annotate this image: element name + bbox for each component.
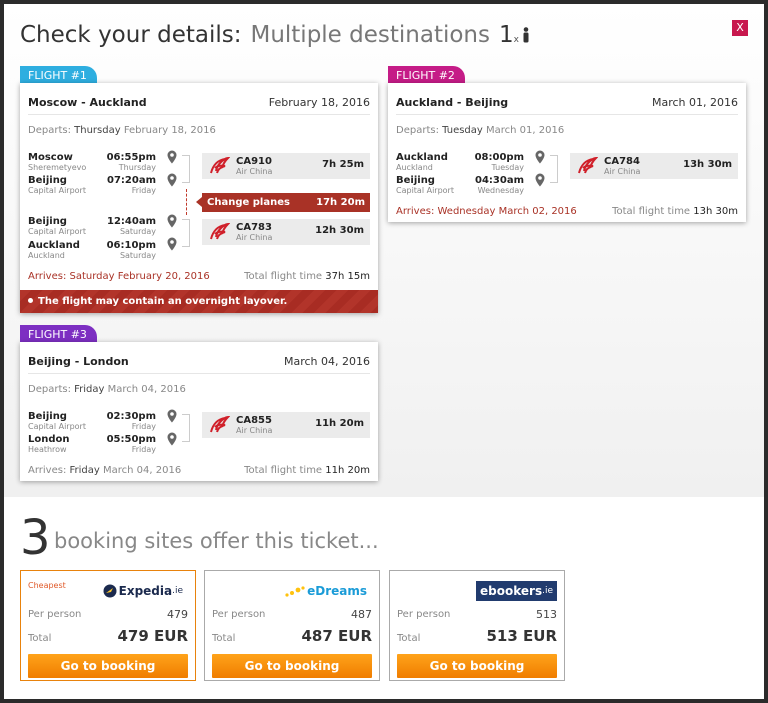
- air-china-logo-icon: [210, 156, 230, 174]
- flight-1-total-time: Total flight time 37h 15m: [244, 271, 370, 282]
- flight-1-header: Moscow - Auckland February 18, 2016: [28, 91, 370, 115]
- airline-name: Air China: [604, 167, 641, 176]
- booking-site-count: 3: [20, 510, 51, 566]
- flight-3-arrives: Arrives: Friday March 04, 2016: [28, 465, 182, 476]
- flight-number: CA855: [236, 415, 272, 426]
- edreams-logo: eDreams: [285, 581, 367, 601]
- edreams-dots-icon: [285, 586, 305, 597]
- cheapest-tag: Cheapest: [28, 581, 66, 590]
- location-pin-icon: [167, 173, 177, 187]
- flight-2-route: Auckland - Beijing: [396, 96, 509, 109]
- flight-2-tab: FLIGHT #2: [388, 66, 465, 85]
- location-pin-icon: [167, 150, 177, 164]
- flight-3-date: March 04, 2016: [283, 355, 370, 368]
- location-pin-icon: [535, 150, 545, 164]
- booking-option-expedia: Cheapest Expedia .ie Per person 479 Total…: [20, 570, 196, 681]
- total-label: Total: [28, 633, 52, 644]
- flight-3-route: Beijing - London: [28, 355, 129, 368]
- passenger-count: 1: [499, 22, 514, 48]
- trip-type: Multiple destinations: [250, 22, 490, 48]
- leg-connector: [182, 219, 190, 247]
- flight-2-card: Auckland - Beijing March 01, 2016 Depart…: [388, 83, 746, 222]
- ebookers-logo: ebookers .ie: [476, 581, 557, 601]
- total-label: Total: [397, 633, 421, 644]
- per-person-price: 479: [167, 608, 188, 621]
- flight-number: CA783: [236, 222, 272, 233]
- passenger-multiplier: x: [513, 35, 519, 45]
- flight-1-departs: Departs: Thursday February 18, 2016: [28, 125, 216, 136]
- layover-line: [186, 189, 187, 215]
- flight-3-total-time: Total flight time 11h 20m: [244, 465, 370, 476]
- airline-name: Air China: [236, 167, 273, 176]
- leg-duration: 11h 20m: [315, 418, 364, 429]
- location-pin-icon: [535, 173, 545, 187]
- booking-headline: booking sites offer this ticket...: [54, 529, 379, 553]
- flight-3-card: Beijing - London March 04, 2016 Departs:…: [20, 342, 378, 481]
- flight-1-departs-day: Thursday: [74, 125, 121, 136]
- leg-duration: 13h 30m: [683, 159, 732, 170]
- overnight-layover-warning: The flight may contain an overnight layo…: [20, 290, 378, 313]
- flight-number: CA784: [604, 156, 640, 167]
- per-person-label: Per person: [28, 609, 82, 620]
- per-person-price: 513: [536, 608, 557, 621]
- total-price: 487 EUR: [301, 627, 372, 645]
- per-person-label: Per person: [397, 609, 451, 620]
- flight-3-departs: Departs: Friday March 04, 2016: [28, 384, 186, 395]
- flight-2-header: Auckland - Beijing March 01, 2016: [396, 91, 738, 115]
- flight-3-header: Beijing - London March 04, 2016: [28, 350, 370, 374]
- page-header: Check your details: Multiple destination…: [20, 22, 531, 48]
- booking-option-edreams: eDreams Per person 487 Total 487 EUR Go …: [204, 570, 380, 681]
- total-price: 513 EUR: [486, 627, 557, 645]
- flight-2-segment: CA784 Air China 13h 30m: [570, 153, 738, 179]
- flight-2-departs: Departs: Tuesday March 01, 2016: [396, 125, 565, 136]
- flight-1-date: February 18, 2016: [268, 96, 370, 109]
- air-china-logo-icon: [210, 415, 230, 433]
- flight-3-tab: FLIGHT #3: [20, 325, 97, 344]
- flight-1-card: Moscow - Auckland February 18, 2016 Depa…: [20, 83, 378, 313]
- flight-1-leg-1-segment: CA910 Air China 7h 25m: [202, 153, 370, 179]
- flight-1-leg-2-segment: CA783 Air China 12h 30m: [202, 219, 370, 245]
- leg-connector: [550, 155, 558, 183]
- leg-connector: [182, 155, 190, 183]
- flight-2-date: March 01, 2016: [651, 96, 738, 109]
- flight-number: CA910: [236, 156, 272, 167]
- flight-1-arrives: Arrives: Saturday February 20, 2016: [28, 271, 210, 282]
- close-button[interactable]: X: [732, 20, 748, 36]
- go-to-booking-button[interactable]: Go to booking: [212, 654, 372, 678]
- air-china-logo-icon: [210, 222, 230, 240]
- flight-2-arrives: Arrives: Wednesday March 02, 2016: [396, 206, 577, 217]
- booking-option-ebookers: ebookers .ie Per person 513 Total 513 EUR…: [389, 570, 565, 681]
- change-planes-banner: Change planes 17h 20m: [196, 193, 370, 212]
- location-pin-icon: [167, 237, 177, 251]
- leg-duration: 7h 25m: [322, 159, 364, 170]
- total-label: Total: [212, 633, 236, 644]
- location-pin-icon: [167, 432, 177, 446]
- flight-2-total-time: Total flight time 13h 30m: [612, 206, 738, 217]
- page-title: Check your details:: [20, 22, 242, 48]
- air-china-logo-icon: [578, 156, 598, 174]
- flight-1-tab: FLIGHT #1: [20, 66, 97, 85]
- flight-1-route: Moscow - Auckland: [28, 96, 147, 109]
- location-pin-icon: [167, 214, 177, 228]
- airline-name: Air China: [236, 233, 273, 242]
- leg-duration: 12h 30m: [315, 225, 364, 236]
- per-person-label: Per person: [212, 609, 266, 620]
- flight-3-segment: CA855 Air China 11h 20m: [202, 412, 370, 438]
- booking-details-modal: Check your details: Multiple destination…: [4, 4, 764, 699]
- location-pin-icon: [167, 409, 177, 423]
- alert-dot-icon: [28, 298, 33, 303]
- go-to-booking-button[interactable]: Go to booking: [397, 654, 557, 678]
- airline-name: Air China: [236, 426, 273, 435]
- total-price: 479 EUR: [117, 627, 188, 645]
- expedia-globe-icon: [103, 584, 117, 598]
- person-icon: [523, 27, 529, 43]
- leg-connector: [182, 414, 190, 442]
- per-person-price: 487: [351, 608, 372, 621]
- expedia-logo: Expedia .ie: [103, 581, 183, 601]
- layover-duration: 17h 20m: [316, 197, 365, 208]
- go-to-booking-button[interactable]: Go to booking: [28, 654, 188, 678]
